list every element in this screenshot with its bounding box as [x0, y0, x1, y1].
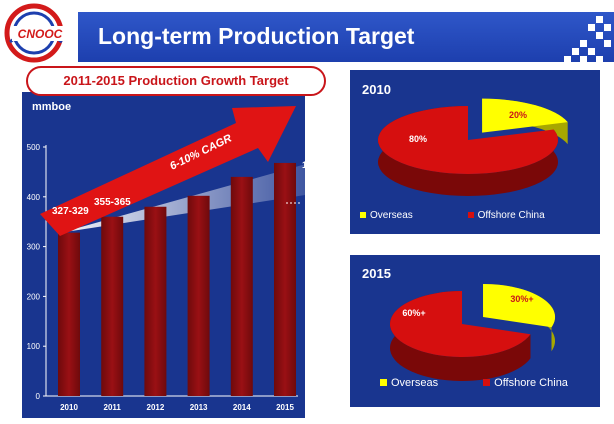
legend-offshore-label: Offshore China	[477, 210, 545, 221]
pie-2015-title: 2015	[362, 266, 391, 281]
legend-swatch-offshore	[483, 379, 491, 386]
legend-offshore-label: Offshore China	[494, 377, 568, 389]
legend-swatch-overseas	[380, 379, 387, 386]
legend-overseas-label: Overseas	[391, 377, 439, 389]
growth-chart-panel	[22, 92, 305, 418]
pie-2010-title: 2010	[362, 82, 391, 97]
legend-swatch-overseas	[360, 212, 366, 218]
legend-swatch-offshore	[467, 212, 474, 218]
cagr-low-label: 6%	[305, 198, 318, 208]
logo-text: CNOOC	[18, 27, 63, 41]
header-bar: Long-term Production Target	[78, 12, 614, 62]
cnooc-logo: CNOOC	[2, 2, 80, 68]
legend-overseas-label: Overseas	[370, 210, 413, 221]
page-title: Long-term Production Target	[98, 23, 415, 49]
pie-2010-legend: Overseas Offshore China	[360, 210, 545, 221]
pie-2015-legend: Overseas Offshore China	[380, 377, 568, 389]
pixel-pattern-decoration	[564, 16, 611, 63]
unit-label: mmboe	[32, 101, 72, 113]
growth-target-badge: 2011-2015 Production Growth Target	[26, 66, 326, 96]
